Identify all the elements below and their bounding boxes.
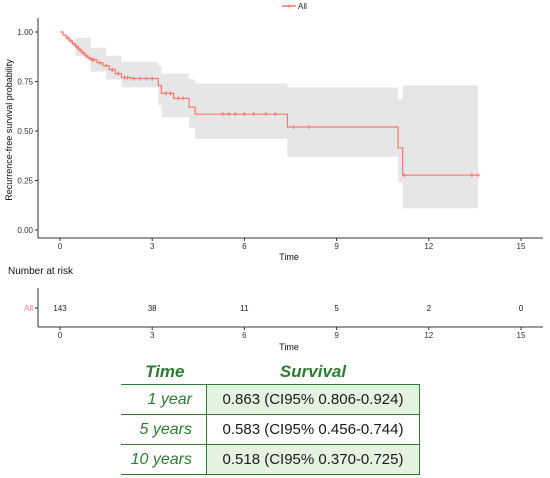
table-row: 10 years 0.518 (CI95% 0.370-0.725) (121, 444, 420, 475)
risk-count: 5 (334, 304, 339, 313)
risk-table: Number at risk All 143 38 11 5 2 0 0 3 6 9 12 15 T… (8, 266, 543, 352)
risk-count: 2 (427, 304, 432, 313)
censor-marks (65, 35, 481, 178)
censor-mark (80, 50, 86, 55)
censor-mark (150, 76, 155, 81)
censor-mark (143, 76, 149, 81)
censor-mark (306, 124, 312, 130)
censor-mark (180, 96, 186, 101)
row-survival: 0.518 (CI95% 0.370-0.725) (206, 444, 420, 475)
censor-mark (242, 111, 247, 117)
x-tick-label: 0 (58, 331, 63, 340)
x-tick-label: 15 (517, 331, 526, 340)
confidence-band (60, 32, 478, 209)
censor-mark (131, 76, 136, 81)
x-axis-ticks: 0 3 6 9 12 15 (58, 238, 526, 251)
censor-mark (65, 35, 70, 41)
risk-count: 38 (148, 304, 157, 313)
risk-row-label: All (24, 304, 33, 313)
y-axis-ticks: 0.00 0.25 0.50 0.75 1.00 (17, 28, 38, 235)
censor-mark (74, 44, 80, 50)
row-time: 10 years (121, 444, 207, 475)
censor-mark (110, 67, 115, 72)
x-tick-label: 6 (242, 242, 247, 251)
censor-mark (103, 63, 109, 68)
x-tick-label: 3 (150, 331, 155, 340)
censor-mark (220, 111, 226, 117)
censor-mark (226, 111, 232, 117)
risk-count: 11 (240, 304, 249, 313)
censor-mark (475, 172, 481, 178)
risk-count: 0 (519, 304, 524, 313)
censor-mark (272, 111, 278, 117)
row-survival: 0.863 (CI95% 0.806-0.924) (206, 384, 420, 415)
header-survival: Survival (206, 360, 420, 385)
censor-mark (83, 53, 89, 58)
header-time: Time (121, 360, 207, 385)
survival-summary-table: Time Survival 1 year 0.863 (CI95% 0.806-… (121, 360, 420, 475)
risk-x-axis-title: Time (279, 342, 299, 352)
x-tick-label: 3 (150, 242, 155, 251)
censor-mark (86, 55, 92, 60)
summary-header-row: Time Survival (121, 360, 420, 385)
censor-mark (263, 111, 269, 117)
table-row: 1 year 0.863 (CI95% 0.806-0.924) (121, 384, 420, 415)
row-time: 5 years (121, 414, 207, 445)
risk-x-axis-ticks: 0 3 6 9 12 15 (58, 327, 526, 340)
censor-mark (251, 111, 256, 117)
risk-table-title: Number at risk (8, 266, 74, 277)
censor-mark (71, 41, 77, 47)
y-axis-title: Recurrence-free survival probability (4, 59, 14, 201)
censor-mark (91, 57, 97, 62)
row-survival: 0.583 (CI95% 0.456-0.744) (206, 414, 420, 445)
censor-mark (116, 71, 121, 76)
censor-mark (125, 75, 130, 80)
legend-cross-all: + (286, 2, 291, 12)
y-tick-label: 0.00 (17, 226, 33, 235)
x-tick-label: 9 (334, 242, 339, 251)
x-tick-label: 9 (334, 331, 339, 340)
x-tick-label: 6 (242, 331, 247, 340)
y-tick-label: 1.00 (17, 28, 33, 37)
risk-count: 143 (53, 304, 67, 313)
table-row: 5 years 0.583 (CI95% 0.456-0.744) (121, 414, 420, 445)
x-tick-label: 12 (424, 242, 433, 251)
censor-mark (137, 76, 143, 81)
y-tick-label: 0.50 (17, 127, 33, 136)
legend: + All (282, 2, 307, 12)
censor-mark (402, 172, 407, 178)
legend-label-all: All (298, 2, 307, 11)
x-tick-label: 0 (58, 242, 63, 251)
censor-mark (68, 38, 73, 44)
censor-mark (168, 91, 173, 96)
x-axis-title: Time (279, 252, 299, 262)
censor-mark (469, 172, 475, 178)
x-tick-label: 12 (424, 331, 433, 340)
row-time: 1 year (121, 384, 207, 415)
censor-mark (232, 111, 238, 117)
censor-mark (163, 91, 169, 96)
censor-mark (291, 124, 296, 130)
x-tick-label: 15 (517, 242, 526, 251)
censor-mark (176, 96, 181, 101)
survival-plot: 0.00 0.25 0.50 0.75 1.00 0 3 6 9 12 15 Recurrence… (4, 18, 543, 262)
censor-mark (97, 60, 103, 65)
y-tick-label: 0.25 (17, 177, 33, 186)
y-tick-label: 0.75 (17, 78, 33, 87)
censor-mark (77, 47, 83, 53)
risk-values: 143 38 11 5 2 0 (53, 304, 523, 313)
